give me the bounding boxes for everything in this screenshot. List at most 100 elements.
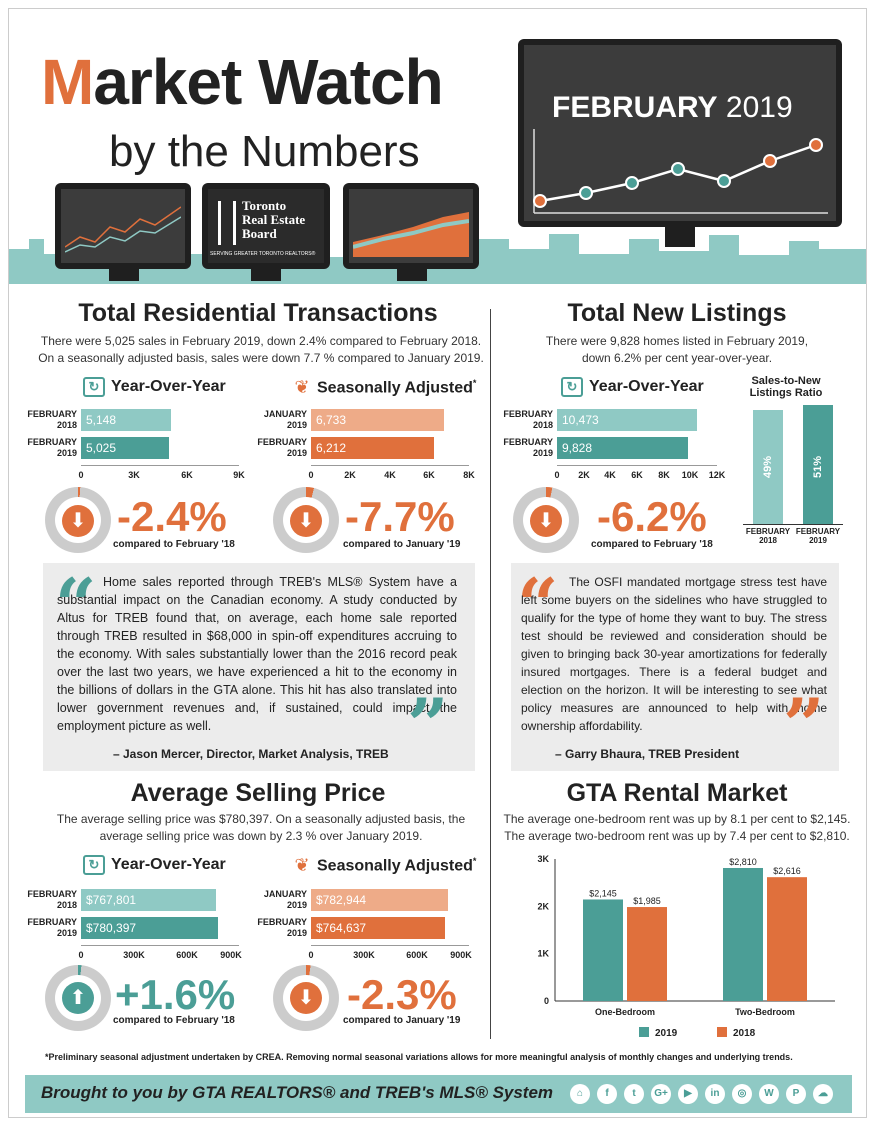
price-yoy-label-1: FEBRUARY 2018 — [27, 889, 77, 910]
close-quote-icon: ” — [783, 682, 825, 767]
quote-box-mercer — [43, 563, 475, 771]
down-arrow-icon: ⬇ — [290, 982, 322, 1014]
quote-text-mercer: Home sales reported through TREB's MLS® … — [57, 575, 457, 733]
legend-swatch-2019 — [639, 1027, 649, 1037]
calendar-icon: ↻ — [83, 855, 105, 875]
down-arrow-icon: ⬇ — [530, 505, 562, 537]
quote-author-bhaura: – Garry Bhaura, TREB President — [555, 747, 740, 761]
transactions-yoy-heading: Year-Over-Year — [111, 378, 226, 395]
ratio-heading: Sales-to-New Listings Ratio — [749, 375, 823, 399]
rental-title: GTA Rental Market — [566, 779, 788, 807]
header-monitor: FEBRUARY 2019 — [518, 39, 842, 227]
bar-2019-1 — [723, 867, 763, 1001]
google-plus-icon[interactable]: G+ — [651, 1084, 671, 1104]
price-yoy-bar-2: $780,397 — [81, 917, 218, 939]
transactions-sa-bar-1: 6,733 — [311, 409, 444, 431]
treb-logo-text: Toronto Real Estate Board — [242, 198, 306, 241]
transactions-yoy-bar-1: 5,148 — [81, 409, 171, 431]
listings-yoy-label-1: FEBRUARY 2018 — [503, 409, 553, 430]
price-yoy-label-2: FEBRUARY 2019 — [27, 917, 77, 938]
wordpress-icon[interactable]: W — [759, 1084, 779, 1104]
data-label: $2,810 — [729, 857, 757, 867]
down-arrow-icon: ⬇ — [62, 505, 94, 537]
transactions-sa-pct: -7.7% — [345, 493, 455, 540]
tower-icon[interactable]: ⌂ — [570, 1084, 590, 1104]
page-subtitle: by the Numbers — [109, 127, 420, 176]
leaf-icon: ❦ — [294, 855, 310, 875]
ratio-value-2018: 49% — [762, 455, 774, 479]
calendar-icon: ↻ — [83, 377, 105, 397]
up-arrow-icon: ⬆ — [62, 982, 94, 1014]
open-quote-icon: “ — [517, 562, 559, 647]
page-title: Market Watch — [41, 46, 444, 118]
price-yoy-bar-1: $767,801 — [81, 889, 216, 911]
transactions-yoy-label-2: FEBRUARY 2019 — [27, 437, 77, 458]
price-sa-label-2: FEBRUARY 2019 — [257, 917, 307, 938]
report-month: FEBRUARY 2019 — [552, 91, 793, 124]
y-tick-label: 0 — [544, 996, 549, 1006]
transactions-sa-heading: Seasonally Adjusted* — [317, 378, 477, 397]
bar-2018-0 — [627, 907, 667, 1001]
facebook-icon[interactable]: f — [597, 1084, 617, 1104]
listings-yoy-compare: compared to February '18 — [591, 539, 713, 550]
bar-2019-0 — [583, 899, 623, 1001]
footnote: *Preliminary seasonal adjustment underta… — [45, 1052, 793, 1062]
instagram-icon[interactable]: ◎ — [732, 1084, 752, 1104]
quote-author-mercer: – Jason Mercer, Director, Market Analysi… — [113, 747, 389, 761]
listings-yoy-pct: -6.2% — [597, 493, 707, 540]
price-title: Average Selling Price — [130, 779, 386, 807]
legend-label-2019: 2019 — [655, 1028, 678, 1039]
stock-chart-monitor — [55, 183, 191, 269]
area-chart-monitor — [343, 183, 479, 269]
quote-text-bhaura: The OSFI mandated mortgage stress test h… — [521, 575, 827, 733]
price-sa-bar-2: $764,637 — [311, 917, 445, 939]
price-yoy-heading: Year-Over-Year — [111, 856, 226, 873]
listings-desc: There were 9,828 homes listed in Februar… — [545, 334, 809, 365]
listings-title: Total New Listings — [567, 299, 787, 327]
treb-logo-monitor: Toronto Real Estate Board SERVING GREATE… — [202, 183, 330, 269]
listings-yoy-bar-1: 10,473 — [557, 409, 697, 431]
ratio-bar-2019 — [803, 405, 833, 524]
soundcloud-icon[interactable]: ☁ — [813, 1084, 833, 1104]
transactions-sa-bar-2: 6,212 — [311, 437, 434, 459]
trend-line-graphic — [533, 129, 828, 214]
twitter-icon[interactable]: t — [624, 1084, 644, 1104]
transactions-yoy-pct: -2.4% — [117, 493, 227, 540]
transactions-desc: There were 5,025 sales in February 2019,… — [38, 334, 484, 365]
youtube-icon[interactable]: ▶ — [678, 1084, 698, 1104]
rental-desc: The average one-bedroom rent was up by 8… — [503, 812, 851, 843]
ratio-bar-2018 — [753, 410, 783, 524]
price-yoy-compare: compared to February '18 — [113, 1015, 235, 1026]
x-tick-label: Two-Bedroom — [735, 1007, 795, 1017]
price-sa-pct: -2.3% — [347, 971, 457, 1018]
treb-tagline: SERVING GREATER TORONTO REALTORS® — [210, 251, 316, 257]
bar-2018-1 — [767, 877, 807, 1001]
ratio-label-2019: FEBRUARY 2019 — [795, 527, 841, 545]
close-quote-icon: ” — [407, 682, 449, 767]
price-yoy-pct: +1.6% — [115, 971, 236, 1018]
footer-banner: Brought to you by GTA REALTORS® and TREB… — [25, 1075, 852, 1113]
y-tick-label: 2K — [537, 901, 549, 911]
leaf-icon: ❦ — [294, 377, 310, 397]
price-sa-label-1: JANUARY 2019 — [263, 889, 307, 910]
y-tick-label: 1K — [537, 949, 549, 959]
data-label: $2,145 — [589, 888, 617, 898]
x-tick-label: One-Bedroom — [595, 1007, 655, 1017]
quote-box-bhaura — [511, 563, 839, 771]
ratio-value-2019: 51% — [812, 455, 824, 479]
price-sa-heading: Seasonally Adjusted* — [317, 856, 477, 875]
listings-yoy-heading: Year-Over-Year — [589, 378, 704, 395]
listings-yoy-label-2: FEBRUARY 2019 — [503, 437, 553, 458]
transactions-title: Total Residential Transactions — [78, 299, 438, 327]
y-tick-label: 3K — [537, 854, 549, 864]
pinterest-icon[interactable]: P — [786, 1084, 806, 1104]
transactions-sa-label-1: JANUARY 2019 — [263, 409, 307, 430]
transactions-sa-compare: compared to January '19 — [343, 539, 461, 550]
transactions-yoy-compare: compared to February '18 — [113, 539, 235, 550]
linkedin-icon[interactable]: in — [705, 1084, 725, 1104]
footer-text: Brought to you by GTA REALTORS® and TREB… — [41, 1083, 554, 1102]
transactions-sa-label-2: FEBRUARY 2019 — [257, 437, 307, 458]
price-sa-bar-1: $782,944 — [311, 889, 448, 911]
data-label: $2,616 — [773, 866, 801, 876]
listings-yoy-bar-2: 9,828 — [557, 437, 688, 459]
